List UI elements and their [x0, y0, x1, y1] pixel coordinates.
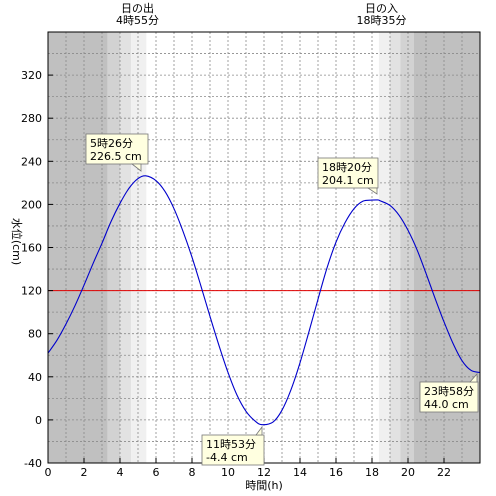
sunset-title: 日の入 — [365, 2, 398, 15]
annotation-box — [317, 157, 379, 189]
x-tick-label: 10 — [221, 466, 235, 479]
x-tick-label: 16 — [329, 466, 343, 479]
x-tick-label: 20 — [401, 466, 415, 479]
y-tick-label: 320 — [21, 69, 42, 82]
twilight-band — [400, 32, 414, 463]
y-tick-label: 160 — [21, 242, 42, 255]
annotation-pointer — [366, 187, 378, 195]
y-tick-label: 240 — [21, 155, 42, 168]
annotation-pointer — [469, 372, 478, 383]
annotation-callout: 11時53分-4.4 cm — [201, 425, 265, 466]
x-tick-label: 14 — [293, 466, 307, 479]
axis-ticks: 0 2 4 6 8 10 12 14 16 18 20 22-40040801201602002402… — [21, 69, 451, 479]
x-tick-label: 8 — [189, 466, 196, 479]
annotation-pointer — [130, 163, 142, 172]
sunset-label: 日の入 18時35分 — [356, 2, 406, 27]
annotation-box — [201, 434, 265, 466]
annotation-value: -4.4 cm — [206, 451, 248, 464]
x-tick-label: 0 — [45, 466, 52, 479]
annotation-time: 11時53分 — [206, 438, 256, 451]
annotation-value: 226.5 cm — [90, 150, 142, 163]
y-tick-label: -40 — [24, 457, 42, 470]
annotation-box — [419, 381, 479, 413]
annotation-value: 204.1 cm — [322, 174, 374, 187]
tide-curve — [47, 175, 481, 426]
annotation-pointer — [255, 425, 263, 436]
sunset-time: 18時35分 — [356, 14, 406, 27]
x-tick-label: 4 — [117, 466, 124, 479]
x-tick-label: 6 — [153, 466, 160, 479]
sunrise-title: 日の出 — [121, 1, 154, 15]
y-tick-label: 200 — [21, 198, 42, 211]
x-tick-label: 12 — [257, 466, 271, 479]
sunrise-time: 4時55分 — [116, 14, 159, 27]
y-axis-title: 水位(cm) — [10, 218, 24, 265]
y-tick-label: 40 — [28, 371, 42, 384]
annotation-value: 44.0 cm — [424, 398, 469, 411]
x-tick-label: 2 — [81, 466, 88, 479]
y-tick-label: 280 — [21, 112, 42, 125]
annotation-time: 5時26分 — [90, 137, 133, 150]
y-tick-label: 120 — [21, 285, 42, 298]
twilight-band — [389, 32, 401, 463]
y-tick-label: 80 — [28, 328, 42, 341]
y-tick-label: 0 — [35, 414, 42, 427]
x-tick-label: 18 — [365, 466, 379, 479]
sunrise-label: 日の出 4時55分 — [116, 1, 159, 27]
annotation-box — [85, 133, 149, 165]
x-tick-label: 22 — [437, 466, 451, 479]
x-axis-title: 時間(h) — [245, 479, 283, 492]
annotation-time: 23時58分 — [424, 385, 474, 398]
annotation-time: 18時20分 — [322, 161, 372, 174]
